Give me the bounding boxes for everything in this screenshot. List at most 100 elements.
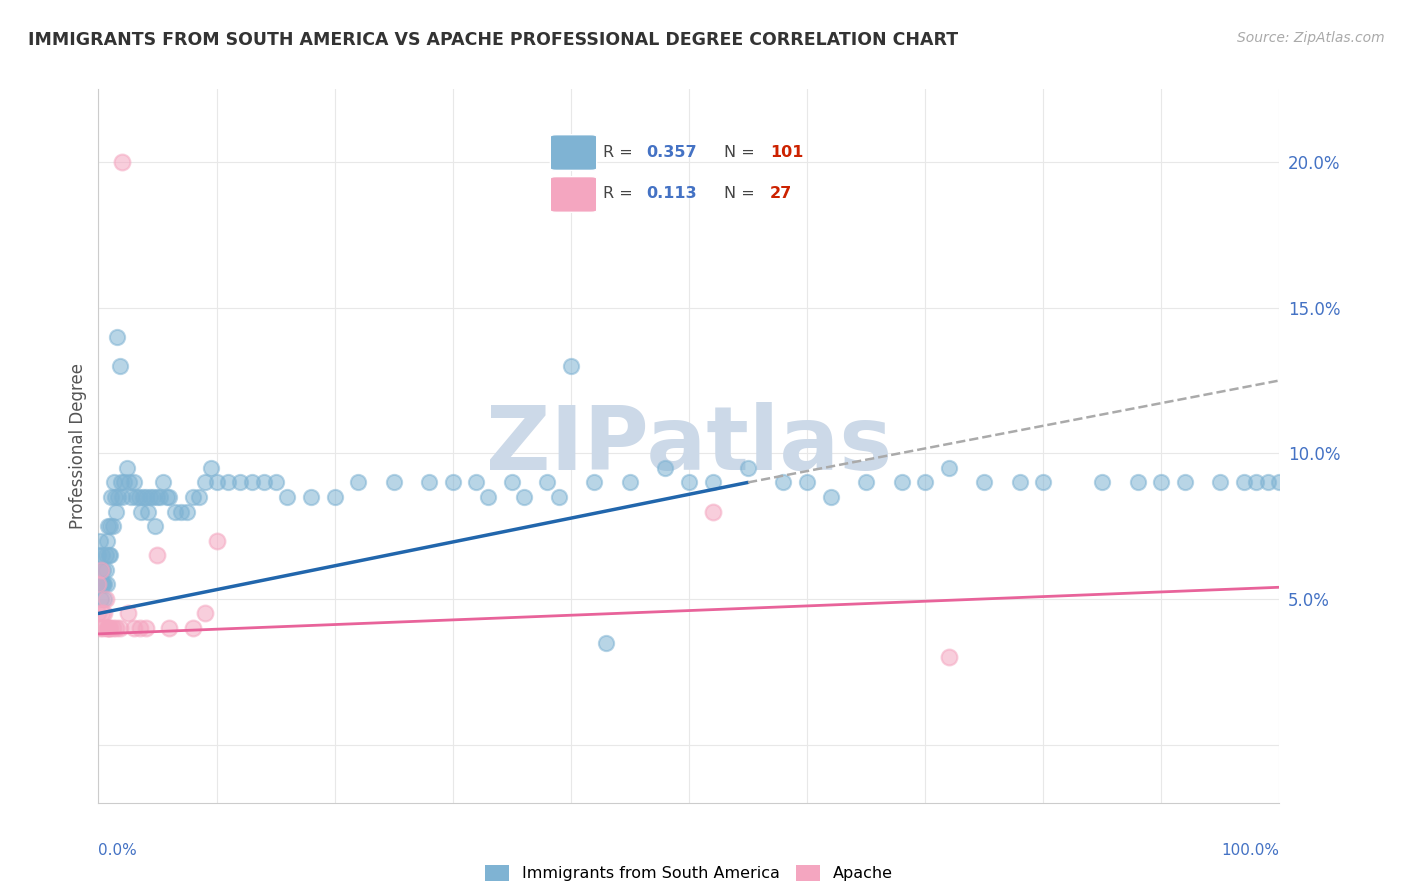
Point — [98, 519, 121, 533]
Point — [98, 621, 121, 635]
Point — [702, 504, 724, 518]
Point — [796, 475, 818, 490]
Text: R =: R = — [603, 145, 638, 160]
Point — [205, 475, 228, 490]
Point — [101, 519, 124, 533]
Point — [90, 591, 112, 606]
Point — [536, 475, 558, 490]
Point — [702, 475, 724, 490]
Text: 0.113: 0.113 — [647, 186, 697, 201]
Point — [108, 359, 131, 373]
Point — [820, 490, 842, 504]
Point — [105, 621, 128, 635]
Point — [1209, 475, 1232, 490]
Text: N =: N = — [724, 186, 765, 201]
Point — [125, 490, 148, 504]
Point — [156, 490, 179, 504]
Point — [501, 475, 523, 490]
Point — [1032, 475, 1054, 490]
Point — [128, 490, 150, 504]
Point — [108, 621, 131, 635]
Point — [560, 359, 582, 373]
Point — [90, 563, 112, 577]
Text: N =: N = — [724, 145, 759, 160]
Point — [96, 533, 118, 548]
Point — [253, 475, 276, 490]
Point — [347, 475, 370, 490]
Point — [98, 621, 121, 635]
Point — [136, 504, 159, 518]
Point — [890, 475, 912, 490]
Point — [205, 533, 228, 548]
Point — [91, 548, 114, 562]
Point — [855, 475, 877, 490]
Point — [200, 460, 222, 475]
Point — [121, 490, 143, 504]
Point — [149, 490, 172, 504]
Point — [91, 577, 114, 591]
Point — [117, 607, 139, 621]
Point — [110, 475, 132, 490]
Point — [89, 533, 111, 548]
Point — [91, 577, 114, 591]
Point — [112, 475, 135, 490]
Point — [91, 621, 114, 635]
Text: Source: ZipAtlas.com: Source: ZipAtlas.com — [1237, 31, 1385, 45]
Text: R =: R = — [603, 186, 643, 201]
Point — [96, 577, 118, 591]
Point — [1091, 475, 1114, 490]
Legend: Immigrants from South America, Apache: Immigrants from South America, Apache — [479, 858, 898, 888]
Point — [914, 475, 936, 490]
Text: IMMIGRANTS FROM SOUTH AMERICA VS APACHE PROFESSIONAL DEGREE CORRELATION CHART: IMMIGRANTS FROM SOUTH AMERICA VS APACHE … — [28, 31, 959, 49]
Point — [89, 621, 111, 635]
Point — [97, 621, 120, 635]
Point — [87, 607, 110, 621]
Point — [181, 621, 204, 635]
Point — [91, 563, 114, 577]
Point — [382, 475, 405, 490]
Point — [152, 475, 174, 490]
Point — [98, 548, 121, 562]
Point — [118, 475, 141, 490]
Point — [165, 504, 187, 518]
Point — [91, 607, 114, 621]
Point — [973, 475, 995, 490]
Point — [512, 490, 534, 504]
Point — [115, 460, 138, 475]
Point — [128, 621, 150, 635]
Point — [1233, 475, 1256, 490]
Point — [187, 490, 209, 504]
Point — [122, 621, 145, 635]
Point — [129, 504, 152, 518]
Point — [105, 330, 128, 344]
Point — [194, 475, 217, 490]
Point — [619, 475, 641, 490]
FancyBboxPatch shape — [550, 177, 596, 212]
Point — [938, 460, 960, 475]
Text: 0.357: 0.357 — [647, 145, 697, 160]
Point — [217, 475, 239, 490]
Point — [122, 475, 145, 490]
Point — [98, 548, 121, 562]
Point — [94, 563, 117, 577]
Point — [1008, 475, 1031, 490]
Point — [111, 490, 134, 504]
Point — [101, 621, 124, 635]
Point — [93, 591, 115, 606]
Point — [240, 475, 263, 490]
Point — [772, 475, 794, 490]
Text: 100.0%: 100.0% — [1222, 843, 1279, 858]
Point — [143, 519, 166, 533]
Point — [94, 591, 117, 606]
Point — [146, 490, 169, 504]
Point — [135, 621, 157, 635]
Point — [477, 490, 499, 504]
Text: ZIPatlas: ZIPatlas — [486, 402, 891, 490]
Point — [229, 475, 252, 490]
Point — [157, 621, 180, 635]
Point — [157, 490, 180, 504]
Point — [94, 548, 117, 562]
Point — [96, 621, 118, 635]
Point — [97, 519, 120, 533]
Point — [135, 490, 157, 504]
